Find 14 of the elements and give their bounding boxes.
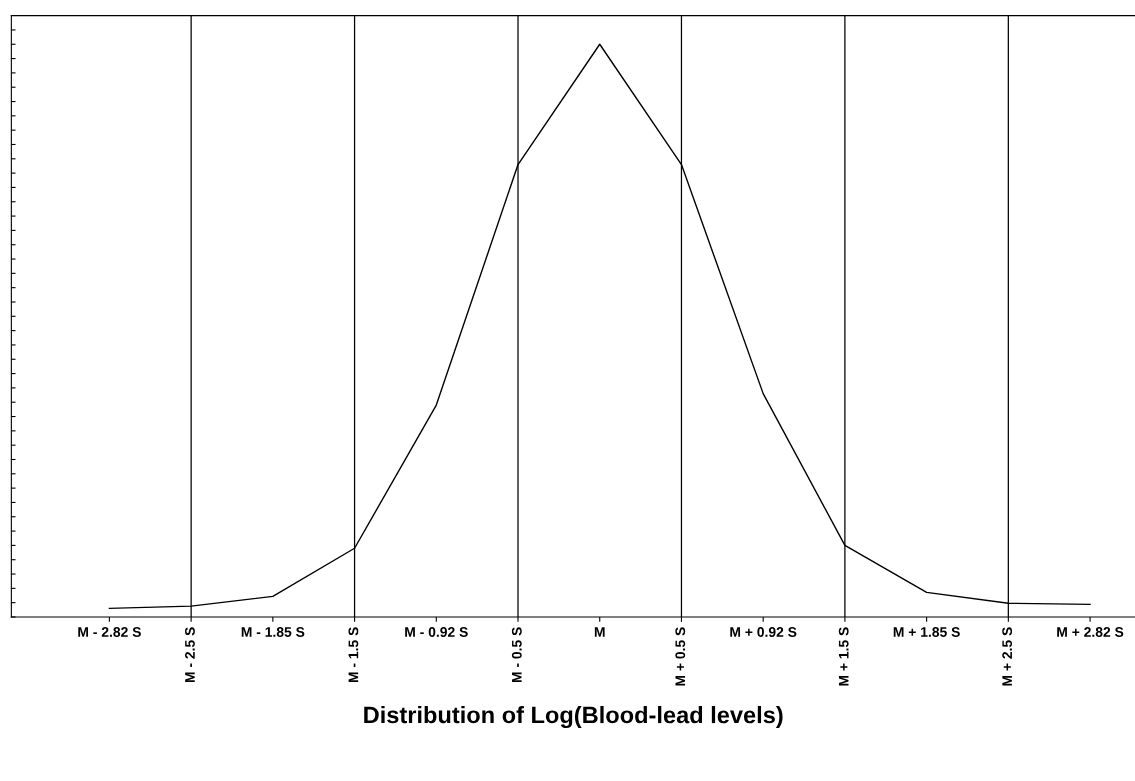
x-tick-label: M + 2.82 S xyxy=(1057,627,1124,637)
x-tick-label: M + 2.5 S xyxy=(1002,627,1013,686)
x-tick-label: M + 0.5 S xyxy=(675,627,686,686)
x-tick-label: M - 2.82 S xyxy=(78,627,141,637)
x-tick-label: M xyxy=(594,627,605,637)
x-axis-title: Distribution of Log(Blood-lead levels) xyxy=(364,705,783,729)
x-tick-label: M + 1.5 S xyxy=(838,627,849,686)
x-tick-label: M - 0.5 S xyxy=(511,627,522,683)
x-tick-label: M + 1.85 S xyxy=(893,627,960,637)
x-tick-label: M - 2.5 S xyxy=(185,627,195,683)
x-tick-label: M + 0.92 S xyxy=(730,627,797,637)
x-tick-label: M - 0.92 S xyxy=(405,627,468,637)
x-tick-label: M - 1.5 S xyxy=(348,627,359,683)
x-tick-label: M - 1.85 S xyxy=(241,627,305,637)
